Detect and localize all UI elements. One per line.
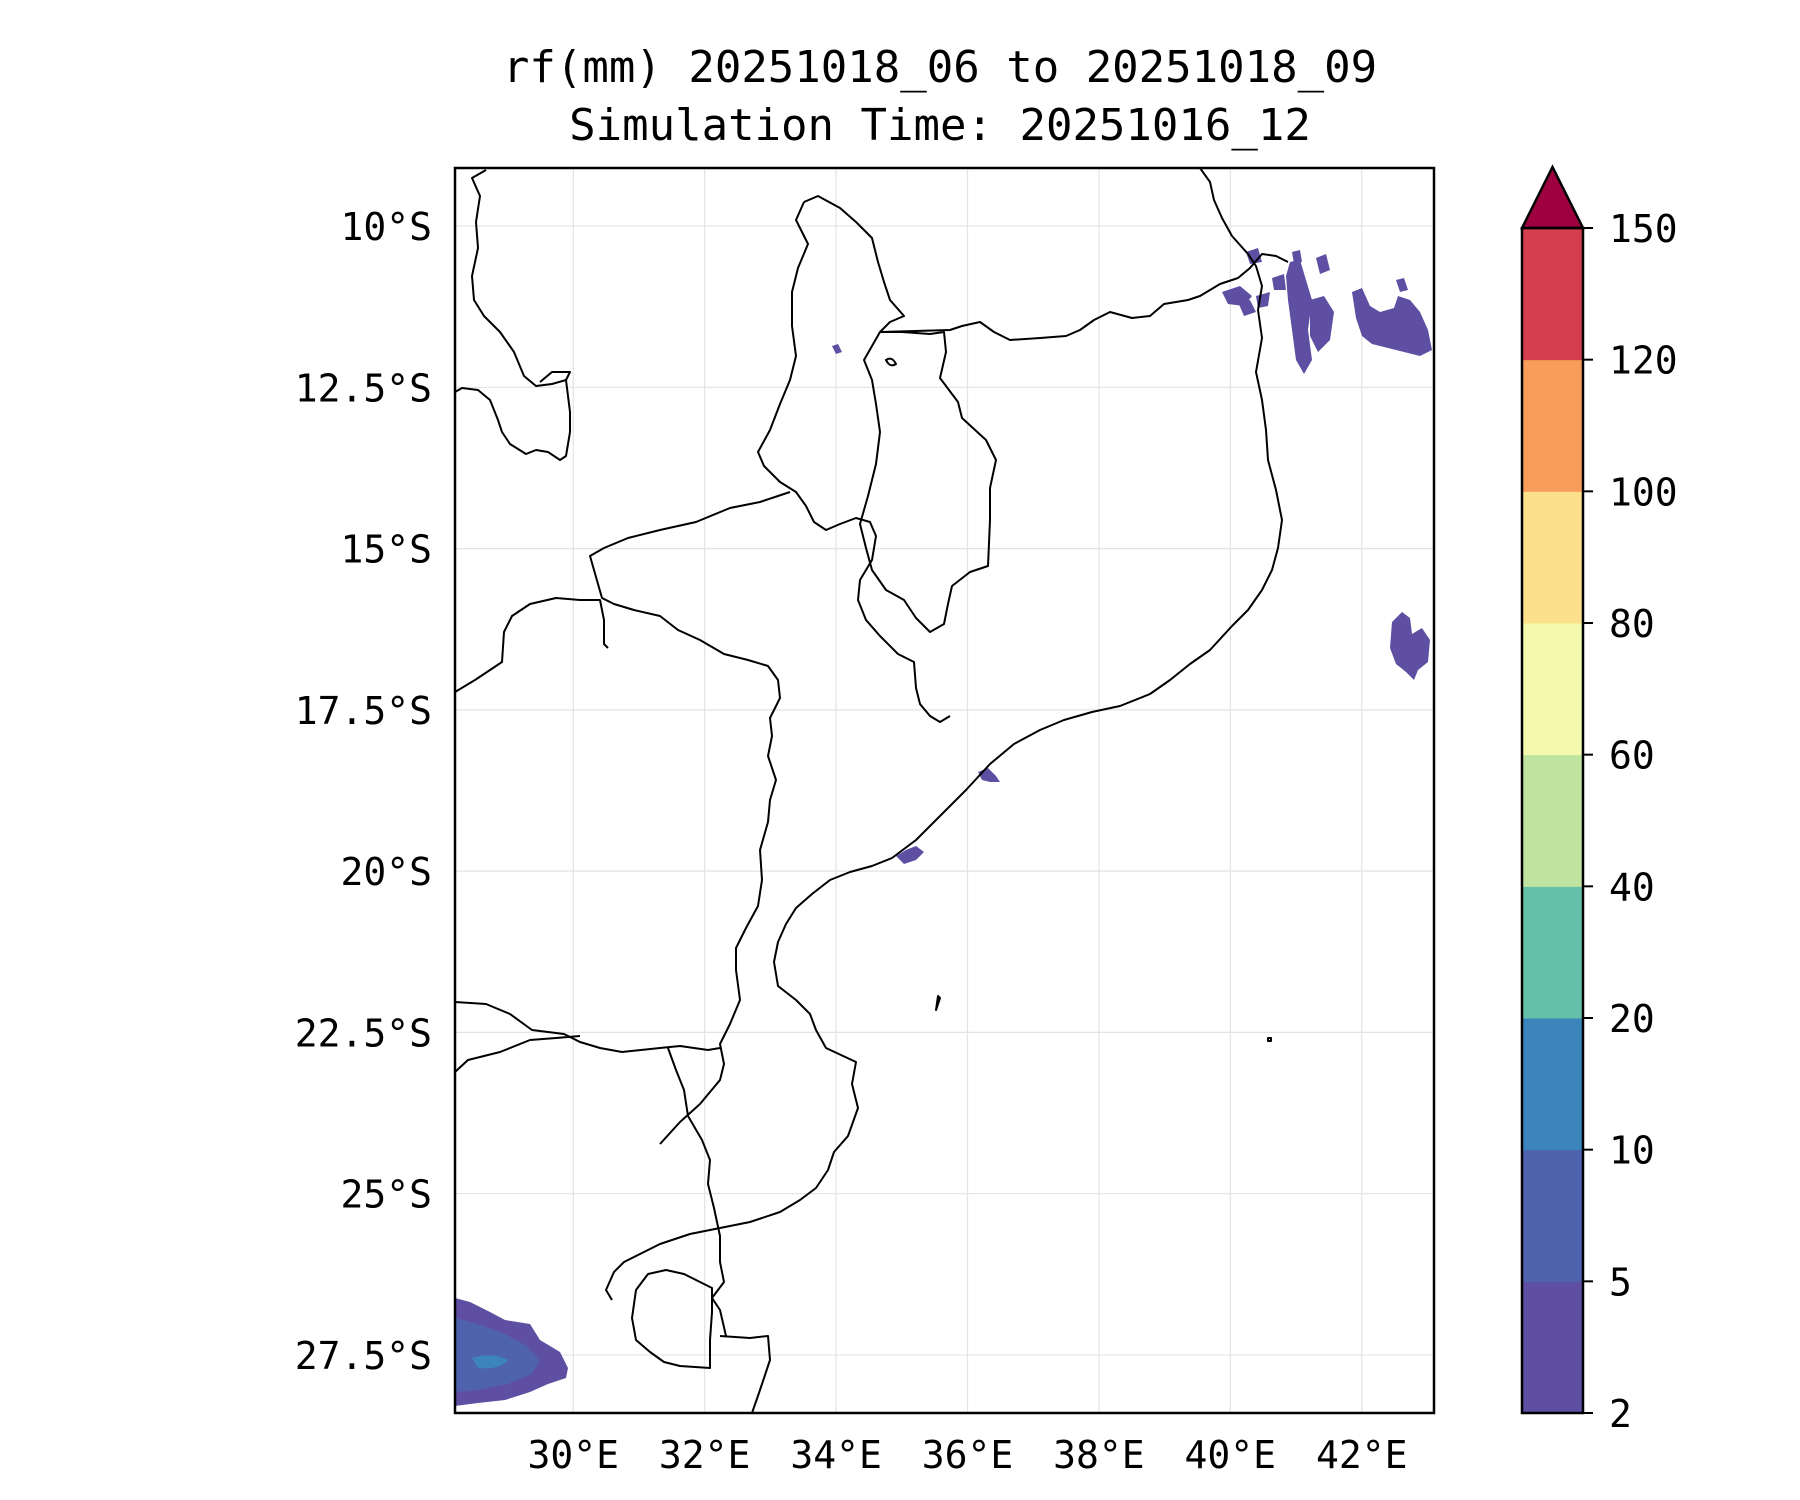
colorbar-tick-label: 100	[1609, 470, 1678, 514]
colorbar-segment	[1522, 1149, 1583, 1282]
lon-tick-label: 36°E	[922, 1433, 1014, 1477]
lat-tick-label: 12.5°S	[295, 366, 432, 410]
rain-area-offshore-north-b	[1310, 296, 1334, 352]
border-eswatini	[631, 1269, 713, 1369]
rain-area-lake-malawi-north	[832, 344, 842, 354]
latitude-tick-labels: 10°S 12.5°S 15°S 17.5°S 20°S 22.5°S 25°S 27.5°S	[295, 205, 432, 1378]
colorbar-segment	[1522, 1018, 1583, 1151]
border-tanzania-mozambique	[879, 253, 1289, 341]
lat-tick-label: 20°S	[340, 850, 432, 894]
country-borders	[455, 168, 1289, 1413]
rain-area-north-coast-2	[1238, 300, 1256, 316]
island-likoma	[885, 357, 897, 367]
colorbar-tick-label: 5	[1609, 1260, 1632, 1304]
rain-area-offshore-north-d	[1292, 250, 1302, 264]
rain-area-offshore-east	[1390, 612, 1430, 680]
border-south-africa-mozambique	[667, 1047, 727, 1337]
colorbar-segment	[1522, 359, 1583, 492]
lon-tick-label: 30°E	[528, 1433, 620, 1477]
lake-malawi	[859, 331, 997, 633]
colorbar-tick-label: 20	[1609, 997, 1655, 1041]
lat-tick-label: 15°S	[340, 528, 432, 572]
colorbar-segment	[1522, 623, 1583, 756]
rain-area-offshore-northeast	[1352, 288, 1432, 356]
colorbar-segment	[1522, 754, 1583, 887]
border-zambia-south	[455, 597, 609, 693]
lat-tick-label: 22.5°S	[295, 1011, 432, 1055]
lon-tick-label: 42°E	[1316, 1433, 1408, 1477]
rain-area-north-coast-4	[1272, 274, 1286, 290]
longitude-tick-labels: 30°E 32°E 34°E 36°E 38°E 40°E 42°E	[528, 1433, 1408, 1477]
map-frame	[453, 166, 1436, 1415]
map-title-line-1: rf(mm) 20251018_06 to 20251018_09	[502, 42, 1378, 93]
lon-tick-label: 34°E	[790, 1433, 882, 1477]
rain-area-offshore-north-a	[1286, 260, 1312, 374]
lon-tick-label: 32°E	[659, 1433, 751, 1477]
border-zambia-mozambique	[589, 491, 791, 1145]
island-europa	[1267, 1037, 1272, 1042]
coastline-mozambique	[605, 168, 1283, 1301]
colorbar-tick-label: 60	[1609, 734, 1655, 778]
rain-area-southwest-10mm	[472, 1355, 508, 1369]
colorbar-tick-label: 10	[1609, 1129, 1655, 1173]
lat-tick-label: 25°S	[340, 1173, 432, 1217]
rainfall-shading	[455, 248, 1432, 1406]
lat-tick-label: 27.5°S	[295, 1334, 432, 1378]
colorbar-tick-label: 150	[1609, 207, 1678, 251]
rain-area-central-coast-1	[978, 768, 1000, 782]
colorbar-frame	[1520, 226, 1585, 1415]
colorbar-segment	[1522, 491, 1583, 624]
map-gridlines	[455, 168, 1434, 1413]
border-south-africa-north	[455, 1035, 581, 1073]
rainfall-colorbar: 2 5 10 20 40 60 80 100 120 150	[1519, 164, 1678, 1436]
map-title-line-2: Simulation Time: 20251016_12	[569, 100, 1311, 151]
colorbar-tick-label: 40	[1609, 865, 1655, 909]
colorbar-tick-label: 120	[1609, 339, 1678, 383]
border-malawi-west	[757, 201, 951, 723]
lat-tick-label: 10°S	[340, 205, 432, 249]
lat-tick-label: 17.5°S	[295, 689, 432, 733]
border-mozambique-south	[719, 1335, 771, 1413]
lon-tick-label: 40°E	[1185, 1433, 1277, 1477]
rain-area-southwest-5mm	[455, 1318, 540, 1392]
colorbar-tick-label: 80	[1609, 602, 1655, 646]
colorbar-segment	[1522, 228, 1583, 361]
border-drc-pedicle-east	[539, 371, 571, 383]
border-malawi-north	[803, 195, 905, 333]
rain-area-central-coast-2	[896, 846, 924, 864]
colorbar-tick-label: 2	[1609, 1392, 1632, 1436]
border-zimbabwe-south	[455, 1001, 721, 1053]
island-bazaruto	[935, 995, 941, 1011]
colorbar-segment	[1522, 886, 1583, 1019]
lon-tick-label: 38°E	[1053, 1433, 1145, 1477]
colorbar-extend-triangle	[1519, 164, 1586, 230]
colorbar-segment	[1522, 1281, 1583, 1414]
rain-area-offshore-north-c	[1316, 254, 1330, 274]
rain-area-offshore-northeast-b	[1396, 278, 1408, 292]
border-drc-pedicle	[455, 169, 571, 461]
